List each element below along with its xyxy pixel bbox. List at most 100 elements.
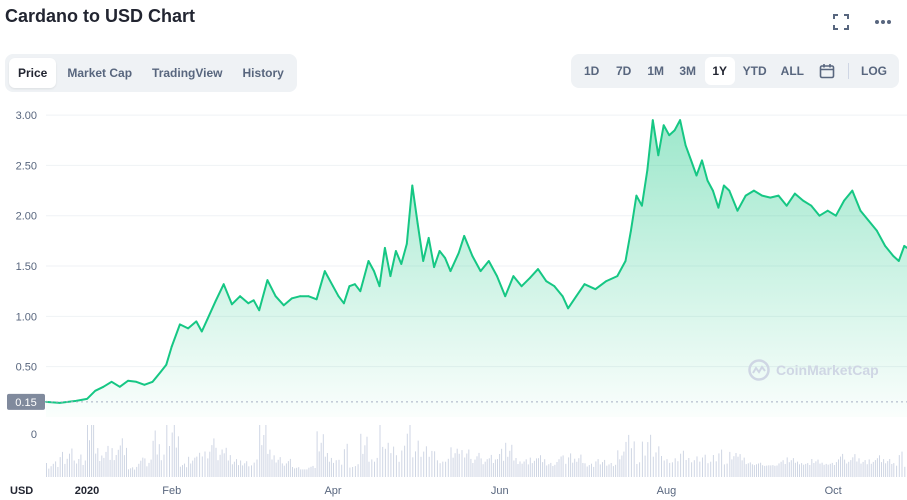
volume-bar [517,464,519,477]
volume-bar [97,448,99,477]
range-1y[interactable]: 1Y [704,57,735,85]
volume-bar [538,458,539,477]
volume-bar [343,449,345,477]
volume-bar [89,440,90,477]
range-all[interactable]: ALL [780,64,804,78]
volume-bar [544,459,546,477]
volume-bar [741,460,743,477]
volume-bar [666,459,668,477]
fullscreen-icon[interactable] [831,12,851,32]
range-1m[interactable]: 1M [647,64,664,78]
volume-bar [574,458,576,477]
volume-bar [655,452,657,477]
volume-bar [558,459,560,477]
volume-bar [712,455,714,477]
price-point [843,199,845,202]
volume-bar [807,463,809,477]
range-3m[interactable]: 3M [679,64,696,78]
price-point [400,263,403,265]
y-tick-label: 0.50 [16,362,37,374]
volume-bar [105,451,107,477]
volume-bar [856,461,858,477]
x-tick-label: 2020 [75,485,99,497]
price-point [706,179,709,182]
tab-price[interactable]: Price [9,58,57,88]
volume-bar [501,448,503,477]
price-point [802,199,804,202]
volume-bar [253,462,255,477]
tab-market-cap[interactable]: Market Cap [67,66,133,80]
volume-bar [199,452,201,477]
range-7d[interactable]: 7D [616,64,632,78]
volume-bar [177,436,179,477]
price-point [471,255,474,257]
tab-tradingview[interactable]: TradingView [152,66,223,80]
volume-bar [390,453,392,477]
volume-bar [623,451,625,477]
volume-bar [685,460,687,477]
price-point [135,380,138,383]
time-range-selector: 1D 7D 1M 3M 1Y YTD ALL LOG [570,54,899,88]
volume-bar [140,460,142,477]
volume-bar [680,453,682,477]
price-point [728,189,731,192]
more-icon[interactable] [873,12,893,32]
price-point [753,189,755,192]
price-point [378,285,381,288]
volume-bar [572,462,574,477]
volume-bar [236,459,237,477]
volume-bar [548,464,550,477]
volume-bar [289,458,291,477]
volume-bar [76,463,78,477]
volume-bar [671,462,673,477]
volume-bar [774,465,776,477]
volume-bar [731,459,733,477]
volume-bar [192,460,194,477]
volume-bar [146,466,148,477]
volume-bar [138,463,140,477]
volume-bar [677,461,679,477]
price-point [818,214,821,217]
price-point [200,330,203,333]
log-scale-toggle[interactable]: LOG [861,64,887,78]
price-point [222,283,225,286]
volume-bar [478,452,480,477]
volume-bar [244,463,246,477]
volume-bar [546,465,548,477]
volume-bar [69,453,70,477]
volume-bar [215,447,217,477]
volume-bar [93,425,95,477]
price-point [859,209,862,212]
x-tick-label: Jun [491,485,509,497]
volume-bar [179,466,181,477]
price-point [315,298,318,301]
volume-bar [833,465,835,477]
calendar-icon[interactable] [812,57,842,85]
volume-bar [669,462,671,477]
volume-bar [201,456,203,477]
volume-bar [95,453,97,477]
volume-bar [782,460,784,477]
volume-bar [447,458,449,477]
price-point [723,184,725,187]
volume-bar [721,449,723,477]
price-point [239,295,242,298]
volume-bar [322,434,324,477]
volume-bar [300,469,302,477]
volume-bar [111,448,113,477]
volume-bar [801,463,803,477]
volume-bar [766,465,768,477]
range-ytd[interactable]: YTD [742,64,767,78]
volume-bar [604,459,606,477]
price-point [143,383,146,386]
price-point [102,385,105,388]
volume-bar [445,461,447,477]
volume-bar [838,459,839,477]
volume-bar [261,445,263,477]
price-point [405,243,408,245]
range-1d[interactable]: 1D [584,64,600,78]
volume-bar [368,461,370,477]
tab-history[interactable]: History [242,66,284,80]
volume-bar [207,458,209,477]
x-tick-label: Apr [324,485,341,497]
